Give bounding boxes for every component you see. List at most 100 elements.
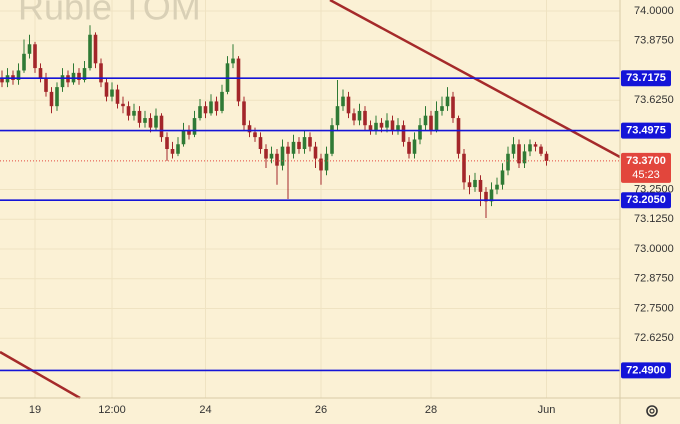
candle-body <box>357 110 362 121</box>
candle-body <box>423 115 428 126</box>
candle-body <box>242 101 246 126</box>
candle-body <box>440 106 444 111</box>
level-label: 73.7175 <box>626 72 666 84</box>
candle-body <box>82 68 87 80</box>
x-tick-label: 12:00 <box>98 404 126 416</box>
candle-body <box>115 89 120 104</box>
candle-body <box>297 141 301 150</box>
level-label: 72.4900 <box>626 364 666 376</box>
candle-body <box>231 58 235 64</box>
candle-body <box>0 77 4 83</box>
x-tick-label: 19 <box>29 404 41 416</box>
candle-body <box>22 53 26 71</box>
candle-body <box>214 101 219 111</box>
y-tick-label: 73.2500 <box>634 183 674 195</box>
x-tick-label: 28 <box>425 404 437 416</box>
candle-body <box>27 44 32 54</box>
candle-body <box>209 101 213 114</box>
current-price-box <box>621 152 671 183</box>
y-tick-label: 73.8750 <box>634 35 674 47</box>
candle-body <box>192 118 197 135</box>
level-label-box <box>621 192 671 209</box>
candle-body <box>253 132 257 138</box>
candle-body <box>280 146 285 166</box>
grid <box>0 0 620 398</box>
candle-body <box>506 153 510 171</box>
candle-body <box>462 153 466 183</box>
gear[interactable] <box>646 405 658 417</box>
candle-body <box>203 106 208 114</box>
gear-center[interactable] <box>649 408 655 414</box>
candle-body <box>104 82 109 97</box>
level-label-box <box>621 362 671 379</box>
candle-body <box>517 144 521 164</box>
candle-body <box>379 122 384 128</box>
candle-body <box>275 153 279 166</box>
candle-body <box>126 106 131 116</box>
candle-body <box>429 115 433 130</box>
candle-body <box>346 96 351 114</box>
candle-body <box>511 144 516 154</box>
candle-body <box>390 120 395 130</box>
candle-body <box>407 141 411 154</box>
candle-body <box>544 153 549 161</box>
trend-line <box>0 350 81 400</box>
candle-body <box>132 110 136 116</box>
x-tick-label: 26 <box>315 404 327 416</box>
candle-body <box>170 149 175 154</box>
candle-body <box>352 113 356 121</box>
level-label: 73.4975 <box>626 124 666 136</box>
candle-body <box>418 125 422 140</box>
candle-body <box>473 179 477 188</box>
candle-body <box>451 96 455 119</box>
candle-body <box>302 137 307 150</box>
settings-icon[interactable] <box>646 405 658 417</box>
candle-body <box>93 34 98 64</box>
candle-body <box>16 70 21 80</box>
level-label-box <box>621 70 671 87</box>
candle-body <box>528 144 532 152</box>
candle-body <box>137 110 142 123</box>
candle-body <box>148 118 153 128</box>
countdown-label: 45:23 <box>632 169 660 181</box>
candle-body <box>478 179 483 192</box>
y-tick-label: 74.0000 <box>634 5 674 17</box>
current-price-label: 73.3700 <box>626 155 666 167</box>
candle-body <box>247 125 252 133</box>
candle-body <box>165 137 169 150</box>
candle-body <box>77 72 81 80</box>
candle-body <box>335 106 340 126</box>
candle-body <box>495 184 499 190</box>
candle-body <box>341 96 345 107</box>
y-tick-label: 73.0000 <box>634 243 674 255</box>
candle-body <box>308 137 312 147</box>
candle-body <box>500 170 505 185</box>
candle-body <box>154 115 158 128</box>
candle-body <box>385 120 389 128</box>
candle-body <box>121 103 125 107</box>
candles <box>0 25 549 219</box>
candle-body <box>99 63 103 83</box>
candle-body <box>291 141 296 154</box>
level-label: 73.2050 <box>626 194 666 206</box>
candle-body <box>363 110 367 126</box>
candle-body <box>159 115 164 138</box>
x-tick-label: 24 <box>199 404 211 416</box>
candle-body <box>374 122 378 130</box>
candle-body <box>143 118 147 123</box>
level-label-box <box>621 122 671 139</box>
candle-body <box>88 34 92 69</box>
y-tick-label: 73.6250 <box>634 94 674 106</box>
candle-body <box>319 158 323 171</box>
candle-body <box>412 139 417 154</box>
y-tick-label: 72.6250 <box>634 332 674 344</box>
candle-body <box>330 125 334 154</box>
candle-body <box>44 77 48 92</box>
candle-body <box>60 75 65 88</box>
y-tick-label: 72.7500 <box>634 302 674 314</box>
candle-body <box>522 151 527 164</box>
candle-body <box>401 125 406 142</box>
candle-body <box>181 129 186 145</box>
candle-body <box>286 146 290 154</box>
